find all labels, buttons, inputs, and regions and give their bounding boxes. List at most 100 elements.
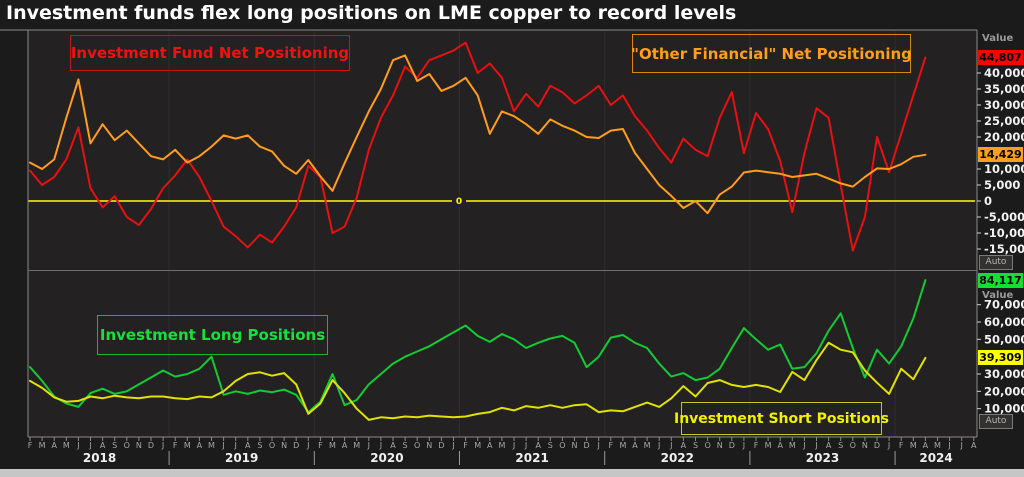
month-label: M	[63, 441, 70, 450]
last-value-badge-green: 84,117	[978, 273, 1023, 288]
axis-tick-label: 40,000	[984, 66, 1024, 80]
month-label: O	[124, 441, 130, 450]
month-label: A	[535, 441, 541, 450]
auto-scale-button-bottom[interactable]: Auto	[979, 414, 1013, 429]
axis-tick-label: 20,000	[984, 384, 1024, 398]
month-label: O	[414, 441, 420, 450]
month-label: A	[390, 441, 396, 450]
label-other-financial-net-positioning[interactable]: "Other Financial" Net Positioning	[631, 34, 912, 73]
label-investment-long-positions[interactable]: Investment Long Positions	[97, 315, 328, 355]
month-label: M	[39, 441, 46, 450]
month-label: O	[269, 441, 275, 450]
month-label: D	[584, 441, 590, 450]
month-label: D	[729, 441, 735, 450]
axis-tick-label: 25,000	[984, 114, 1024, 128]
axis-tick-label: -15,000	[984, 242, 1024, 256]
month-label: N	[572, 441, 578, 450]
axis-tick-label: 20,000	[984, 130, 1024, 144]
month-label: J	[234, 441, 237, 450]
month-label: S	[112, 441, 117, 450]
month-label: A	[487, 441, 493, 450]
month-label: A	[100, 441, 106, 450]
year-label: 2019	[225, 451, 258, 465]
month-label: J	[960, 441, 963, 450]
month-label: F	[608, 441, 613, 450]
axis-title-value-bottom: Value	[982, 290, 1014, 301]
month-label: J	[512, 441, 515, 450]
series-line-investment-short-positions	[29, 341, 927, 421]
chart-title: Investment funds flex long positions on …	[6, 2, 737, 24]
month-label: J	[802, 441, 805, 450]
year-label: 2023	[806, 451, 839, 465]
label-investment-short-positions[interactable]: Investment Short Positions	[674, 402, 889, 435]
zero-label-backing	[452, 195, 466, 207]
month-label: D	[293, 441, 299, 450]
month-label: O	[704, 441, 710, 450]
axis-tick-label: 10,000	[984, 402, 1024, 416]
month-label: J	[161, 441, 164, 450]
month-label: M	[910, 441, 917, 450]
axis-tick-label: 5,000	[984, 178, 1020, 192]
axis-tick-label: 60,000	[984, 315, 1024, 329]
month-label: J	[657, 441, 660, 450]
axis-tick-label: 50,000	[984, 332, 1024, 346]
year-label: 2024	[919, 451, 952, 465]
month-label: J	[814, 441, 817, 450]
month-label: D	[874, 441, 880, 450]
month-label: M	[329, 441, 336, 450]
month-label: S	[548, 441, 553, 450]
label-investment-fund-net-positioning[interactable]: Investment Fund Net Positioning	[70, 35, 350, 71]
month-label: D	[438, 441, 444, 450]
month-label: J	[221, 441, 224, 450]
axis-tick-label: 10,000	[984, 162, 1024, 176]
month-label: M	[498, 441, 505, 450]
month-label: M	[184, 441, 191, 450]
month-label: M	[208, 441, 215, 450]
month-label: M	[934, 441, 941, 450]
month-label: F	[173, 441, 178, 450]
axis-tick-label: 0	[984, 194, 992, 208]
axis-title-value-top: Value	[982, 33, 1014, 44]
series-line-investment-fund-net-positioning	[29, 41, 927, 252]
year-label: 2020	[370, 451, 403, 465]
auto-scale-button-top[interactable]: Auto	[979, 255, 1013, 270]
month-label: A	[245, 441, 251, 450]
month-label: O	[850, 441, 856, 450]
month-label: N	[136, 441, 142, 450]
month-label: J	[379, 441, 382, 450]
series-line--other-financial-net-positioning	[29, 54, 927, 215]
month-label: M	[353, 441, 360, 450]
month-label: A	[681, 441, 687, 450]
month-label: A	[826, 441, 832, 450]
month-label: O	[559, 441, 565, 450]
series-line-investment-long-positions	[29, 279, 927, 414]
month-label: A	[971, 441, 977, 450]
month-label: M	[474, 441, 481, 450]
window-bottom-edge	[0, 469, 1024, 477]
year-label: 2018	[83, 451, 116, 465]
month-label: A	[197, 441, 203, 450]
month-label: J	[887, 441, 890, 450]
month-label: J	[451, 441, 454, 450]
zero-line-label: 0	[456, 197, 462, 207]
last-value-badge-yellow: 39,309	[978, 350, 1023, 365]
month-label: A	[632, 441, 638, 450]
plot-background	[28, 30, 977, 437]
month-label: S	[693, 441, 698, 450]
month-label: J	[669, 441, 672, 450]
last-value-badge-red: 44,807	[978, 50, 1023, 65]
month-label: N	[281, 441, 287, 450]
month-label: F	[318, 441, 323, 450]
month-label: F	[463, 441, 468, 450]
year-label: 2022	[661, 451, 694, 465]
axis-tick-label: -5,000	[984, 210, 1024, 224]
month-label: M	[644, 441, 651, 450]
axis-tick-label: 35,000	[984, 82, 1024, 96]
month-label: S	[838, 441, 843, 450]
month-label: S	[257, 441, 262, 450]
month-label: J	[367, 441, 370, 450]
axis-tick-label: -10,000	[984, 226, 1024, 240]
month-label: F	[899, 441, 904, 450]
